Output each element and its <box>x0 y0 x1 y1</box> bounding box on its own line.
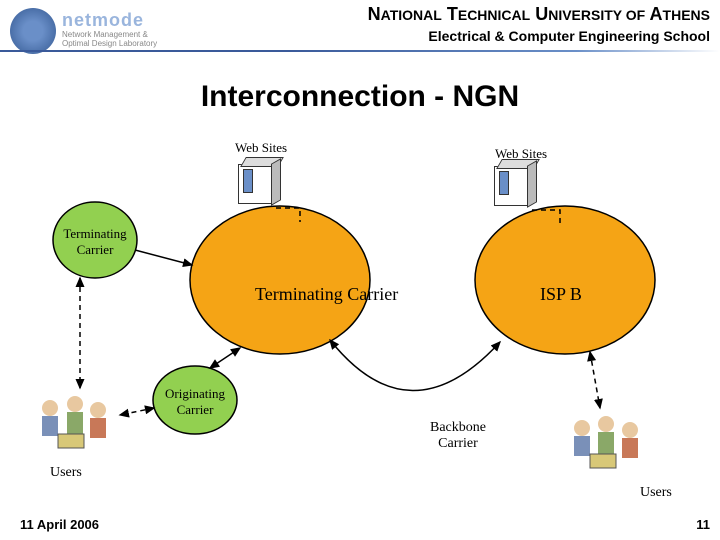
terminating-carrier-label: TerminatingCarrier <box>58 226 132 258</box>
lab-name: netmode <box>62 10 232 31</box>
slide-header: netmode Network Management & Optimal Des… <box>0 0 720 62</box>
isp-b-right-node <box>475 206 655 354</box>
server-right-icon <box>494 166 530 216</box>
lab-name-block: netmode Network Management & Optimal Des… <box>62 10 232 49</box>
users-left-icon <box>30 390 120 450</box>
network-diagram: Web Sites Web Sites TerminatingCarrier T… <box>0 130 720 500</box>
isp-b-right-label: ISP B <box>540 284 582 305</box>
users-right-icon <box>560 410 650 470</box>
web-sites-left-label: Web Sites <box>235 140 287 156</box>
university-title: NATIONAL TECHNICAL UNIVERSITY OF ATHENS <box>368 4 710 25</box>
users-left-label: Users <box>50 465 82 481</box>
lab-sub2: Optimal Design Laboratory <box>62 40 232 49</box>
school-title: Electrical & Computer Engineering School <box>428 28 710 44</box>
backbone-carrier-label: BackboneCarrier <box>430 420 486 452</box>
lab-logo-icon <box>10 8 56 54</box>
isp-b-left-node <box>190 206 370 354</box>
server-left-icon <box>238 164 274 214</box>
header-divider <box>0 50 720 52</box>
footer-page-number: 11 <box>696 517 710 532</box>
slide-title: Interconnection - NGN <box>0 80 720 114</box>
isp-b-left-label: Terminating Carrier <box>255 284 398 305</box>
users-right-label: Users <box>640 485 672 501</box>
originating-carrier-label: OriginatingCarrier <box>162 386 228 418</box>
footer-date: 11 April 2006 <box>20 517 99 532</box>
